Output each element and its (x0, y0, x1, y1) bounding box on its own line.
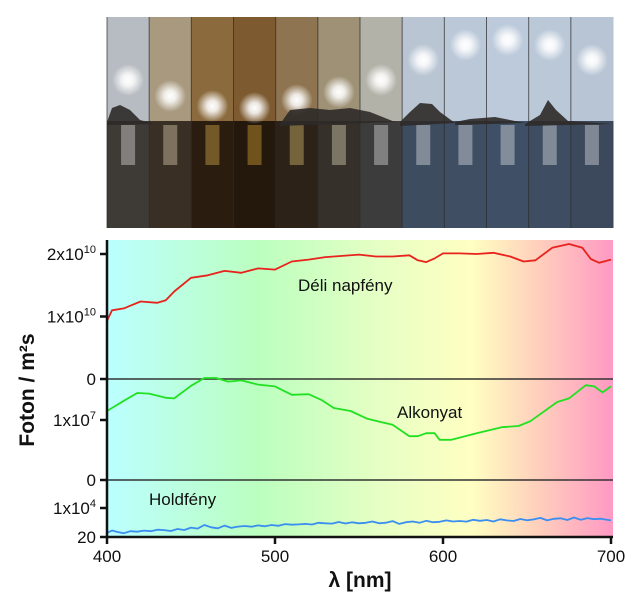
photo-panel (570, 17, 614, 228)
sun (112, 64, 145, 96)
x-tick-label: 700 (597, 547, 625, 566)
y-tick-exponent: 4 (90, 498, 96, 510)
sun-reflection (121, 125, 136, 165)
sun (154, 80, 187, 112)
y-tick-label: 0 (87, 471, 96, 490)
sun-reflection (542, 125, 557, 165)
sun (365, 64, 398, 96)
sun-reflection (205, 125, 220, 165)
y-tick-label: 1x107 (53, 410, 96, 430)
y-tick-label: 20 (77, 528, 96, 547)
photo-panel (359, 17, 403, 228)
sun-reflection (458, 125, 473, 165)
water (444, 121, 487, 228)
sun-reflection (416, 125, 431, 165)
sun-reflection (289, 125, 304, 165)
island-silhouette (525, 100, 613, 126)
sun (491, 24, 524, 56)
sun (449, 29, 482, 61)
photo-panel (486, 17, 530, 228)
water (402, 121, 445, 228)
sun (280, 84, 313, 116)
photo-panel (443, 17, 487, 228)
y-tick-label: 1x104 (53, 498, 96, 518)
sun (322, 76, 355, 108)
spectrum-background (107, 240, 613, 537)
series-group (107, 243, 612, 535)
water (191, 121, 234, 228)
water (233, 121, 277, 228)
series-label-holdfeny: Holdfény (149, 490, 217, 509)
series-label-deli-napfeny: Déli napfény (298, 276, 393, 295)
water (149, 121, 192, 228)
sun (575, 44, 608, 76)
x-tick-label: 600 (429, 547, 457, 566)
island-silhouette (280, 108, 395, 126)
photo-panel (275, 17, 319, 228)
island-silhouette (107, 105, 155, 125)
water (275, 121, 319, 228)
sun (407, 44, 440, 76)
y-tick-label: 2x1010 (47, 244, 96, 264)
sun-reflection (331, 125, 346, 165)
sun-reflection (584, 125, 599, 165)
sun (196, 90, 229, 122)
photo-panel (106, 17, 150, 228)
y-tick-exponent: 7 (90, 410, 96, 422)
x-axis-label: λ [nm] (329, 569, 392, 592)
water (360, 121, 403, 228)
series-label-alkonyat: Alkonyat (397, 403, 462, 422)
x-tick-label: 500 (261, 547, 289, 566)
island-silhouette (455, 117, 525, 125)
water (570, 121, 614, 228)
water (107, 121, 150, 228)
sun (533, 29, 566, 61)
sun (238, 92, 271, 124)
y-tick-exponent: 10 (84, 244, 96, 256)
y-tick-exponent: 10 (84, 307, 96, 319)
sun-reflection (163, 125, 178, 165)
y-ticks: 0 1x1010 2x1010 0 1x107 20 1x104 (47, 244, 107, 547)
photo-panel (317, 17, 361, 228)
x-tick-label: 400 (93, 547, 121, 566)
series-line-alkonyat (107, 377, 612, 441)
water (317, 121, 361, 228)
photo-panel (190, 17, 234, 228)
y-tick-label: 1x1010 (47, 307, 96, 327)
sun-reflection (500, 125, 515, 165)
photo-panel (148, 17, 192, 228)
sun-reflection (374, 125, 389, 165)
y-axis-label: Foton / m²s (16, 333, 39, 446)
x-ticks: 400 500 600 700 (93, 537, 625, 566)
island-silhouette (400, 103, 455, 126)
photo-strip (106, 17, 614, 228)
water (528, 121, 572, 228)
y-tick-label: 0 (87, 370, 96, 389)
photo-panel (233, 17, 277, 228)
sun-reflection (247, 125, 262, 165)
water (486, 121, 530, 228)
